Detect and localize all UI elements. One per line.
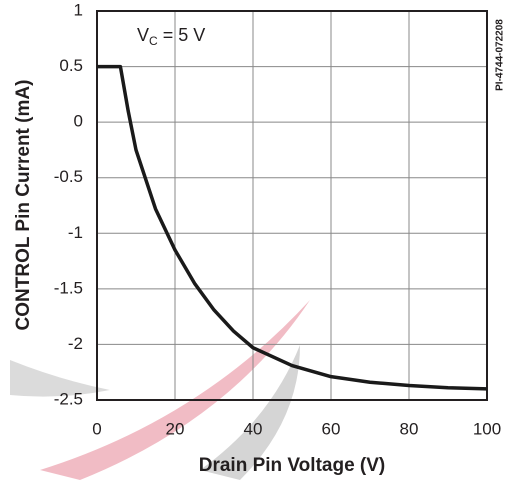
annotation-main: V <box>137 25 149 45</box>
watermark-shape <box>10 360 110 397</box>
x-tick-label: 20 <box>166 419 185 438</box>
y-tick-label: -2 <box>68 334 83 353</box>
y-tick-label: 1 <box>74 0 83 19</box>
y-tick-label: -1 <box>68 223 83 242</box>
y-tick-label: -2.5 <box>54 389 83 408</box>
data-line <box>97 64 488 391</box>
y-tick-label: 0.5 <box>59 56 83 75</box>
y-tick-label: -0.5 <box>54 167 83 186</box>
x-tick-label: 100 <box>473 419 501 438</box>
annotation: VC = 5 V <box>137 25 205 48</box>
x-tick-label: 40 <box>244 419 263 438</box>
x-axis-label: Drain Pin Voltage (V) <box>199 455 386 476</box>
x-tick-label: 60 <box>322 419 341 438</box>
annotation-rest: = 5 V <box>163 25 206 45</box>
watermark-shape <box>200 345 300 480</box>
plot <box>97 64 488 391</box>
watermark-shape <box>40 300 310 480</box>
annotation-sub: C <box>149 34 158 48</box>
y-tick-label: 0 <box>74 112 83 131</box>
x-tick-label: 0 <box>92 419 101 438</box>
watermark <box>10 300 310 480</box>
y-tick-label: -1.5 <box>54 278 83 297</box>
plot-frame <box>96 10 488 401</box>
grid <box>96 10 488 401</box>
figure-id: PI-4744-072208 <box>495 19 506 91</box>
x-tick-label: 80 <box>400 419 419 438</box>
y-axis-label: CONTROL Pin Current (mA) <box>13 80 34 331</box>
